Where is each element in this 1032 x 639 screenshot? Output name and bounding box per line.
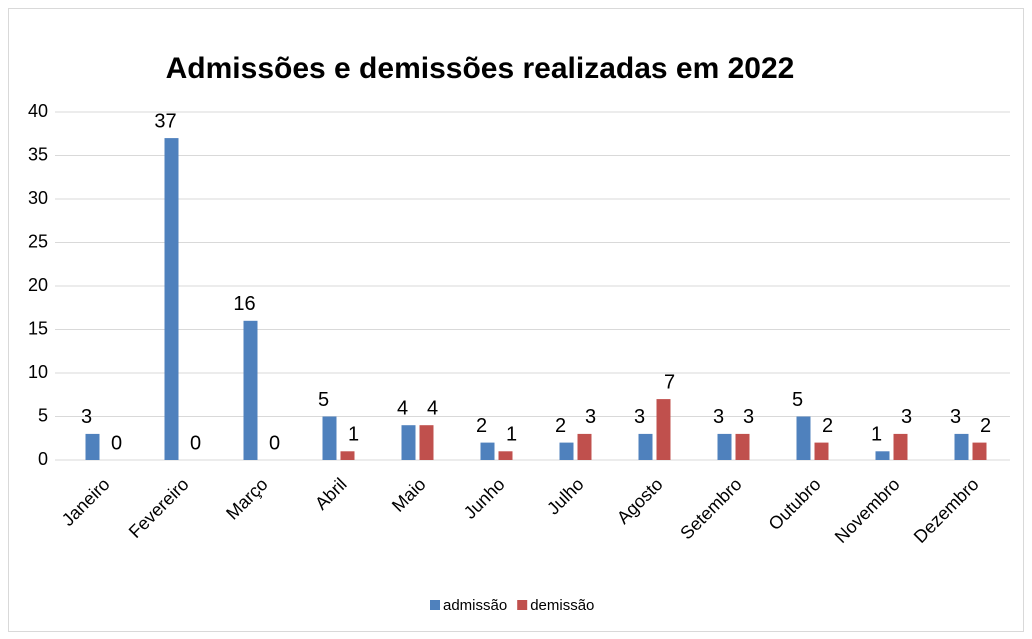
y-tick-label: 5 <box>38 405 48 425</box>
data-label: 2 <box>822 415 833 437</box>
bar <box>638 433 653 460</box>
bar <box>480 442 495 460</box>
bar <box>243 320 258 460</box>
y-tick-label: 20 <box>28 275 48 295</box>
chart-border <box>8 8 1024 632</box>
bar <box>164 138 179 460</box>
data-label: 1 <box>871 424 882 446</box>
data-label: 3 <box>81 406 92 428</box>
bar <box>401 425 416 460</box>
data-label: 2 <box>476 415 487 437</box>
data-label: 3 <box>743 406 754 428</box>
data-label: 3 <box>950 406 961 428</box>
data-label: 3 <box>585 406 596 428</box>
chart-title: Admissões e demissões realizadas em 2022 <box>166 52 795 85</box>
data-label: 0 <box>190 432 201 454</box>
bar <box>735 433 750 460</box>
y-tick-label: 0 <box>38 449 48 469</box>
y-tick-label: 10 <box>28 362 48 382</box>
legend-label: demissão <box>530 597 594 614</box>
bar <box>419 425 434 460</box>
legend-label: admissão <box>443 597 507 614</box>
data-label: 5 <box>792 389 803 411</box>
bar <box>559 442 574 460</box>
data-label: 2 <box>555 415 566 437</box>
y-tick-label: 30 <box>28 188 48 208</box>
data-label: 3 <box>901 406 912 428</box>
data-label: 37 <box>154 110 176 132</box>
bar <box>322 416 337 460</box>
bar <box>972 442 987 460</box>
y-tick-label: 35 <box>28 144 48 164</box>
legend-swatch <box>430 600 440 610</box>
data-label: 7 <box>664 371 675 393</box>
bar <box>814 442 829 460</box>
data-label: 3 <box>634 406 645 428</box>
data-label: 3 <box>713 406 724 428</box>
data-label: 4 <box>397 397 408 419</box>
data-label: 16 <box>233 293 255 315</box>
y-tick-label: 15 <box>28 318 48 338</box>
bar <box>875 451 890 460</box>
data-label: 1 <box>506 424 517 446</box>
bar <box>954 433 969 460</box>
bar <box>340 451 355 460</box>
data-label: 1 <box>348 424 359 446</box>
bar <box>656 399 671 460</box>
y-tick-label: 25 <box>28 231 48 251</box>
data-label: 2 <box>980 415 991 437</box>
y-tick-label: 40 <box>28 101 48 121</box>
data-label: 5 <box>318 389 329 411</box>
bar <box>796 416 811 460</box>
bar <box>717 433 732 460</box>
bar <box>893 433 908 460</box>
legend-swatch <box>517 600 528 610</box>
data-label: 4 <box>427 397 438 419</box>
bar <box>85 433 100 460</box>
bar <box>498 451 513 460</box>
bar <box>577 433 592 460</box>
data-label: 0 <box>111 432 122 454</box>
data-label: 0 <box>269 432 280 454</box>
